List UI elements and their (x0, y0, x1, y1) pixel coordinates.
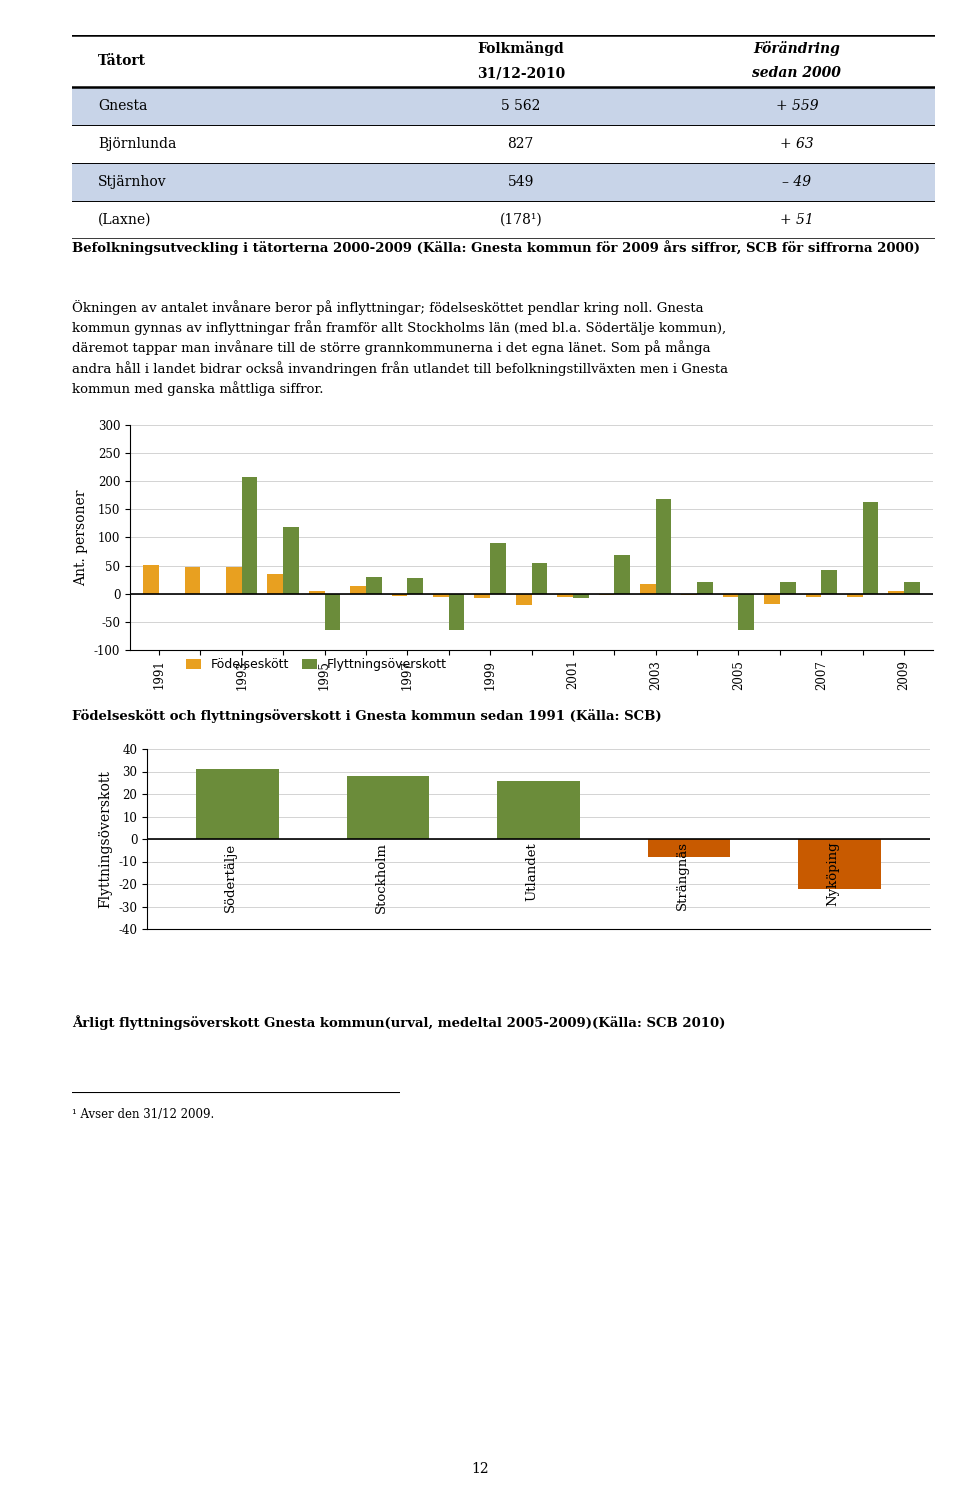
Text: 5 562: 5 562 (501, 99, 540, 113)
Bar (407, 578, 423, 594)
Bar (491, 543, 506, 594)
Bar (780, 582, 796, 594)
Bar (532, 563, 547, 594)
Text: Tätort: Tätort (98, 54, 146, 68)
Bar (324, 594, 340, 630)
Text: Strängnäs: Strängnäs (676, 841, 689, 910)
Bar (226, 567, 242, 594)
Bar (888, 591, 904, 594)
Text: Gnesta: Gnesta (98, 99, 147, 113)
Bar (72, 87, 935, 125)
Bar (821, 569, 837, 594)
Bar (573, 594, 588, 599)
Bar (309, 591, 324, 594)
Bar (350, 587, 366, 594)
Text: Stockholm: Stockholm (375, 842, 388, 913)
Bar (738, 594, 755, 630)
Bar (697, 582, 712, 594)
Text: + 559: + 559 (776, 99, 818, 113)
Text: 31/12-2010: 31/12-2010 (476, 66, 564, 80)
Bar (764, 594, 780, 603)
Text: Södertälje: Södertälje (225, 842, 237, 911)
Text: Björnlunda: Björnlunda (98, 137, 177, 152)
Bar (648, 839, 731, 857)
Bar (497, 781, 580, 839)
Text: (Laxne): (Laxne) (98, 213, 152, 227)
Bar (283, 527, 299, 594)
Bar (656, 500, 671, 594)
Bar (516, 594, 532, 605)
Text: Födelseskött och flyttningsöverskott i Gnesta kommun sedan 1991 (Källa: SCB): Födelseskött och flyttningsöverskott i G… (72, 708, 661, 723)
Bar (614, 555, 630, 594)
Bar (474, 594, 491, 597)
Bar (347, 776, 429, 839)
Text: Stjärnhov: Stjärnhov (98, 176, 166, 189)
Y-axis label: Flyttningsöverskott: Flyttningsöverskott (99, 770, 112, 908)
Text: 12: 12 (471, 1462, 489, 1477)
Text: + 63: + 63 (780, 137, 814, 152)
Bar (904, 582, 920, 594)
Bar (863, 501, 878, 594)
Text: – 49: – 49 (782, 176, 811, 189)
Bar (433, 594, 448, 596)
Bar (557, 594, 573, 596)
Bar (268, 573, 283, 594)
Bar (805, 594, 821, 596)
Y-axis label: Ant. personer: Ant. personer (74, 489, 88, 585)
Text: Utlandet: Utlandet (525, 842, 539, 901)
Text: Förändring: Förändring (754, 41, 840, 56)
Bar (72, 164, 935, 201)
Text: 827: 827 (508, 137, 534, 152)
Text: Ökningen av antalet invånare beror på inflyttningar; födelsesköttet pendlar krin: Ökningen av antalet invånare beror på in… (72, 300, 728, 396)
Text: Befolkningsutveckling i tätorterna 2000-2009 (Källa: Gnesta kommun för 2009 års : Befolkningsutveckling i tätorterna 2000-… (72, 240, 920, 255)
Text: sedan 2000: sedan 2000 (753, 66, 841, 80)
Bar (723, 594, 738, 596)
Legend: Födelseskött, Flyttningsöverskott: Födelseskött, Flyttningsöverskott (186, 659, 447, 671)
Text: 549: 549 (508, 176, 534, 189)
Text: Årligt flyttningsöverskott Gnesta kommun(urval, medeltal 2005-2009)(Källa: SCB 2: Årligt flyttningsöverskott Gnesta kommun… (72, 1015, 726, 1030)
Bar (640, 584, 656, 594)
Bar (448, 594, 465, 630)
Bar (847, 594, 863, 596)
Bar (366, 576, 382, 594)
Text: ¹ Avser den 31/12 2009.: ¹ Avser den 31/12 2009. (72, 1108, 214, 1121)
Bar (196, 769, 278, 839)
Text: + 51: + 51 (780, 213, 814, 227)
Bar (143, 564, 159, 594)
Bar (799, 839, 881, 889)
Text: (178¹): (178¹) (499, 213, 542, 227)
Text: Nyköping: Nyköping (827, 841, 840, 907)
Bar (184, 567, 201, 594)
Bar (682, 594, 697, 596)
Bar (242, 477, 257, 594)
Bar (392, 594, 407, 596)
Text: Folkmängd: Folkmängd (477, 41, 564, 56)
